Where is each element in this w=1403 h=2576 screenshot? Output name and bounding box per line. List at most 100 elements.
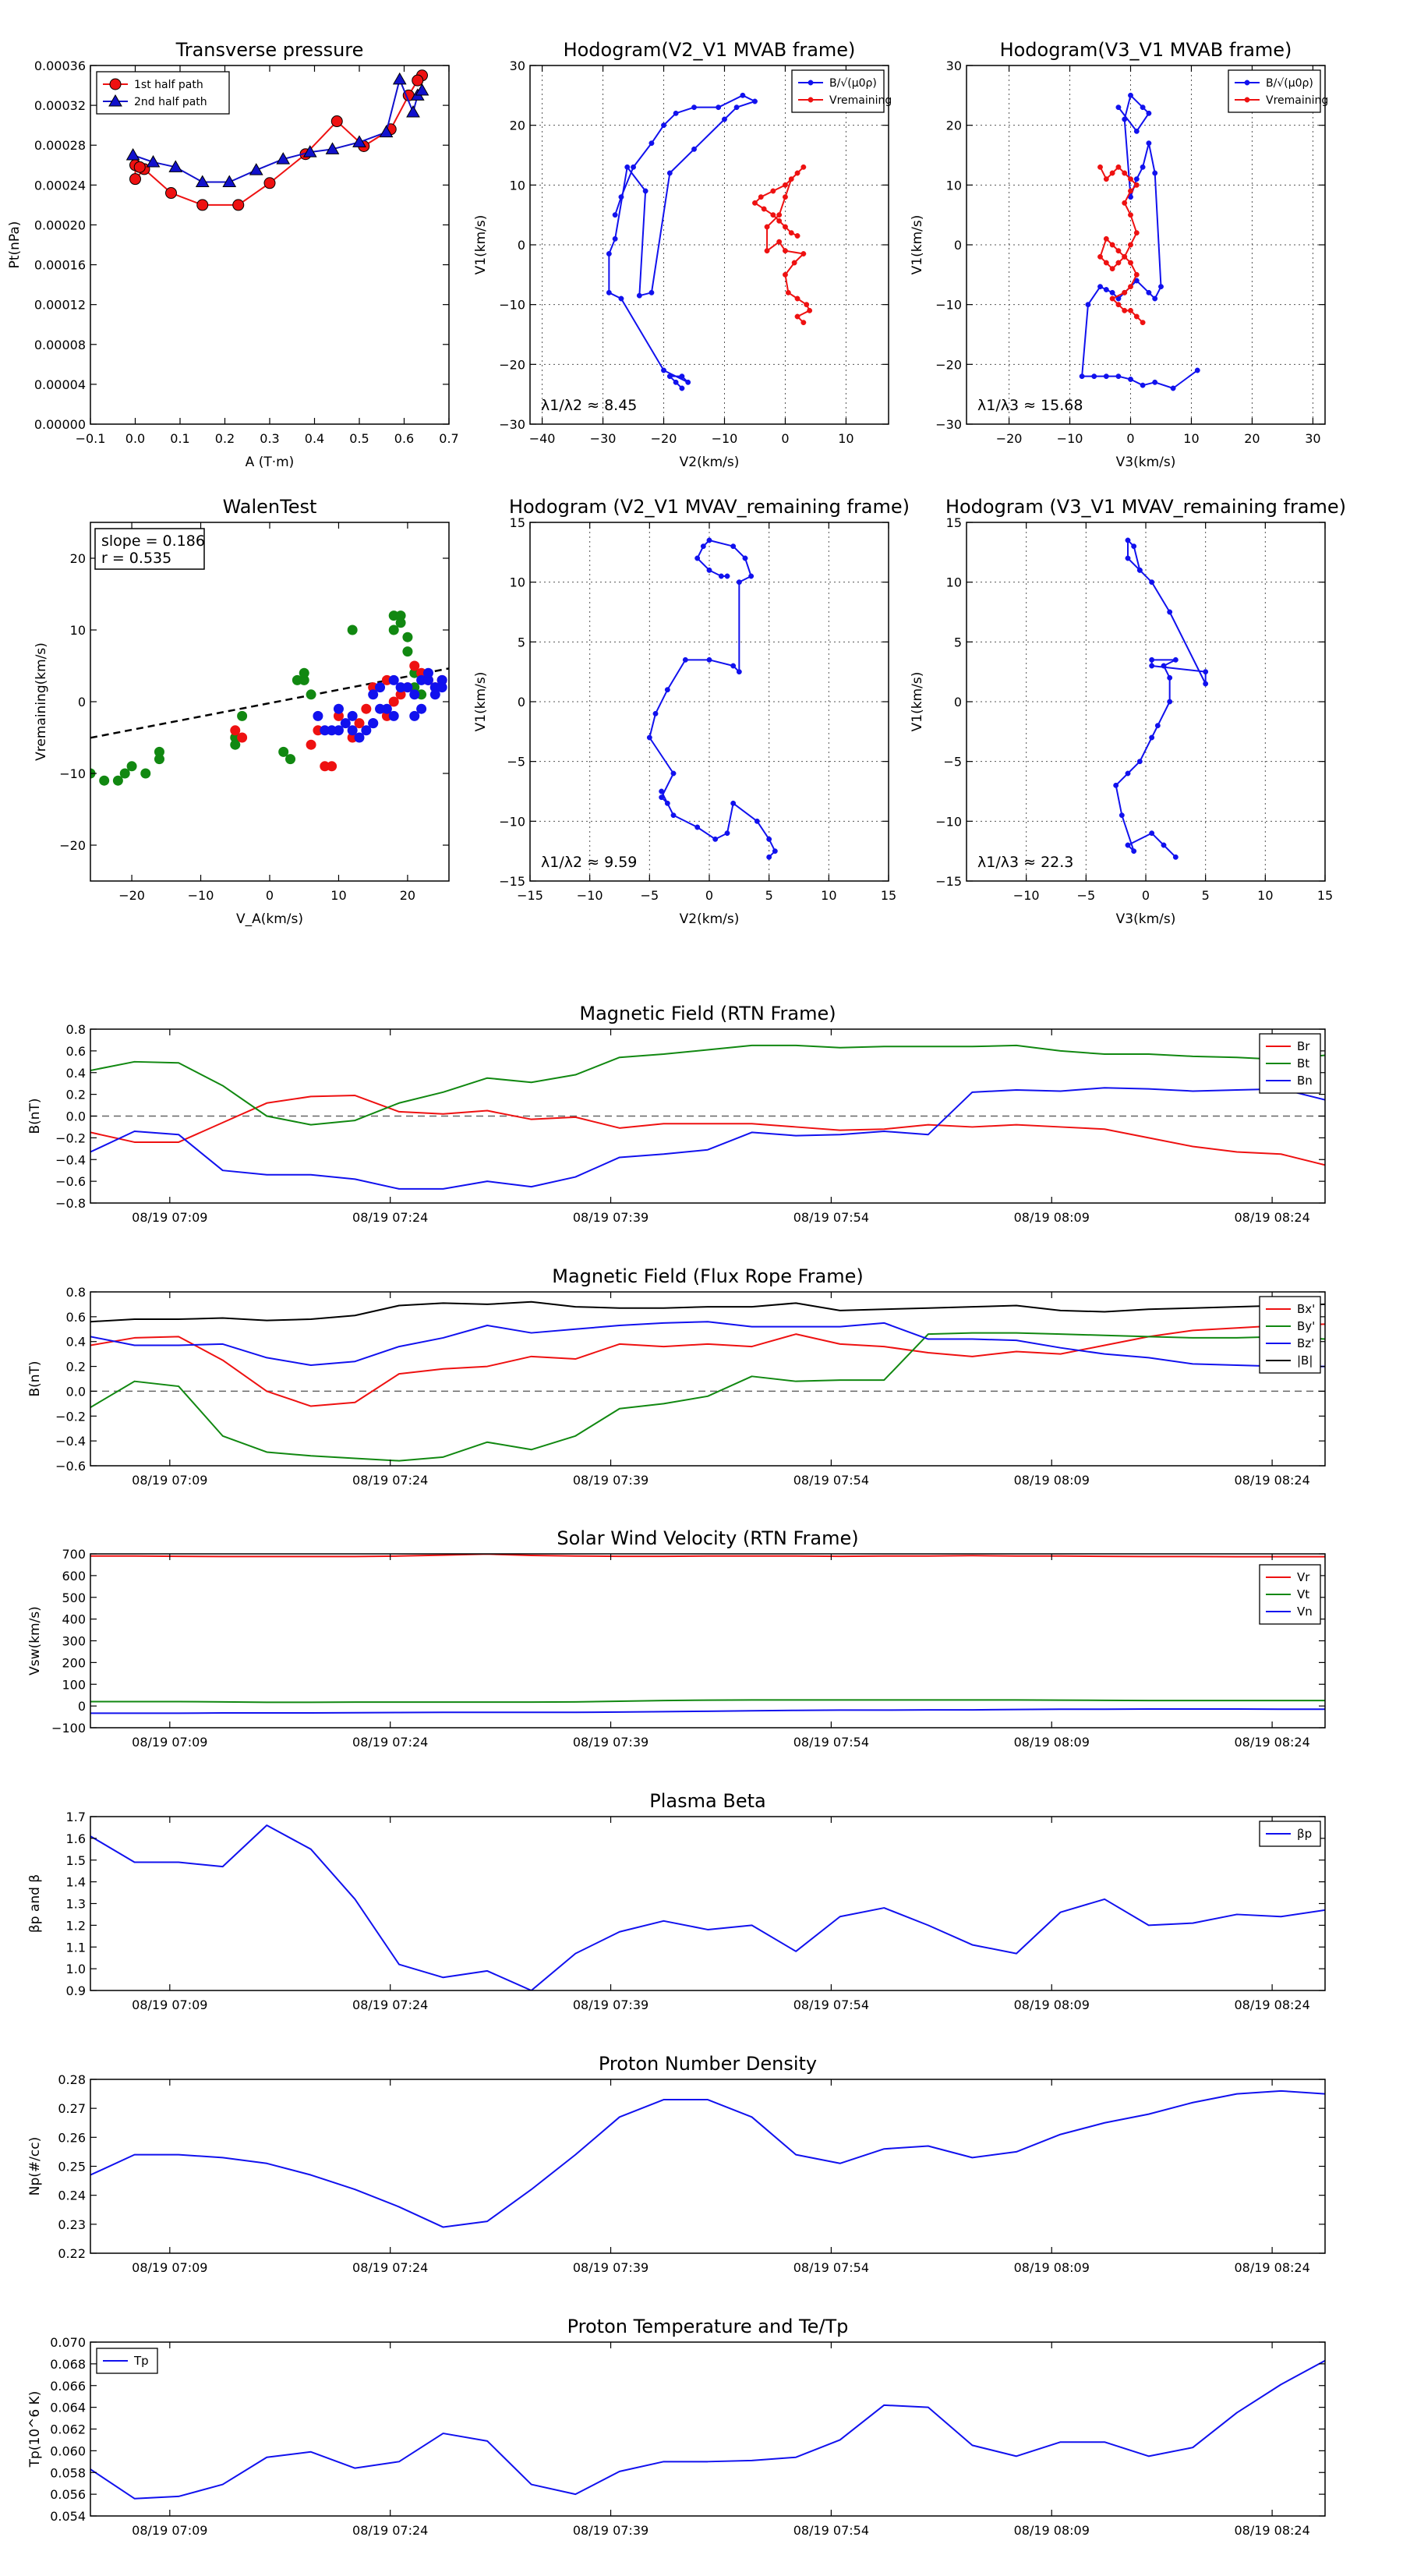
- legend: B/√(μ0ρ) Vremaining: [791, 69, 892, 113]
- x-tick-label: 08/19 07:39: [573, 2260, 648, 2275]
- data-point: [783, 271, 788, 278]
- data-point: [682, 656, 688, 663]
- x-tick-label: −40: [529, 431, 556, 446]
- series-line: [90, 1095, 1325, 1166]
- legend-box: [96, 71, 230, 115]
- x-tick-label: 0.7: [439, 431, 458, 446]
- legend: Br Bt Bn: [1259, 1033, 1321, 1094]
- x-axis-label: V3(km/s): [1116, 911, 1176, 927]
- data-point: [140, 768, 151, 779]
- legend-label: Bt: [1297, 1056, 1309, 1070]
- y-tick-label: 0.26: [58, 2130, 86, 2145]
- plot-area: [1113, 537, 1209, 860]
- data-point: [712, 836, 719, 842]
- y-tick-label: 15: [946, 515, 962, 530]
- y-tick-label: 0.24: [58, 2189, 86, 2203]
- data-point: [415, 83, 429, 96]
- x-tick-label: 08/19 08:24: [1234, 1473, 1309, 1488]
- data-point: [361, 725, 372, 736]
- x-tick-label: 08/19 07:24: [352, 2260, 428, 2275]
- data-point: [1115, 302, 1122, 308]
- data-point: [1122, 253, 1128, 260]
- data-point: [706, 567, 712, 573]
- series-line: [1115, 540, 1207, 858]
- data-point: [1125, 537, 1131, 543]
- y-tick-label: 0.9: [66, 1983, 86, 1998]
- data-point: [766, 836, 772, 842]
- y-tick-label: 0.066: [50, 2379, 86, 2394]
- chart-title: Proton Temperature and Te/Tp: [567, 2316, 849, 2337]
- data-point: [368, 718, 379, 729]
- legend-label: By': [1297, 1319, 1315, 1333]
- y-tick-label: 1.2: [66, 1918, 86, 1933]
- x-tick-label: 0.4: [305, 431, 324, 446]
- data-point: [752, 98, 758, 104]
- data-point: [333, 703, 344, 714]
- legend-marker: [1244, 97, 1250, 103]
- series-line: [90, 1044, 1325, 1126]
- y-tick-label: −0.2: [55, 1131, 86, 1145]
- x-tick-label: 08/19 07:09: [132, 2523, 207, 2538]
- y-axis-label: V1(km/s): [473, 215, 489, 275]
- legend-label: Br: [1297, 1039, 1310, 1053]
- data-point: [661, 122, 666, 129]
- x-tick-label: 08/19 08:09: [1014, 2260, 1090, 2275]
- data-point: [772, 848, 778, 855]
- y-tick-label: 15: [510, 515, 525, 530]
- data-point: [758, 194, 764, 200]
- x-tick-label: 08/19 07:54: [793, 2523, 869, 2538]
- data-point: [736, 669, 742, 675]
- x-tick-label: 0.3: [260, 431, 279, 446]
- y-tick-label: 30: [510, 58, 525, 73]
- data-point: [783, 182, 788, 188]
- y-tick-label: 0.068: [50, 2357, 86, 2372]
- data-point: [730, 543, 737, 550]
- data-point: [661, 367, 666, 373]
- y-tick-label: 0.4: [66, 1066, 86, 1081]
- y-tick-label: 0.2: [66, 1360, 86, 1375]
- data-point: [1149, 734, 1155, 741]
- data-point: [1149, 656, 1155, 663]
- data-point: [783, 224, 788, 230]
- data-point: [788, 176, 794, 182]
- y-tick-label: 0.058: [50, 2465, 86, 2480]
- data-point: [306, 689, 316, 700]
- y-axis-label: Vremaining(km/s): [34, 642, 49, 761]
- data-point: [1140, 104, 1146, 111]
- y-tick-label: 500: [62, 1591, 86, 1605]
- data-point: [740, 92, 746, 98]
- legend-label: Bn: [1297, 1074, 1313, 1088]
- x-tick-label: 10: [821, 888, 836, 903]
- chart-title: Plasma Beta: [649, 1790, 765, 1812]
- data-point: [126, 761, 137, 772]
- data-point: [754, 818, 760, 824]
- data-point: [748, 573, 755, 579]
- data-point: [1115, 248, 1122, 254]
- series-line: [90, 2089, 1325, 2228]
- plot-area: [90, 1824, 1325, 1990]
- data-point: [330, 115, 343, 128]
- data-point: [146, 154, 161, 168]
- data-point: [724, 573, 730, 579]
- series-line: [1081, 94, 1198, 389]
- series-line: [648, 540, 776, 858]
- data-point: [412, 74, 424, 87]
- x-tick-label: 15: [881, 888, 896, 903]
- y-tick-label: −10: [499, 298, 525, 313]
- plot-area: [90, 1044, 1325, 1190]
- y-tick-label: 0.2: [66, 1088, 86, 1102]
- y-tick-label: 200: [62, 1655, 86, 1670]
- data-point: [612, 235, 618, 242]
- y-tick-label: −0.2: [55, 1409, 86, 1424]
- data-point: [636, 292, 642, 299]
- data-point: [352, 135, 366, 147]
- data-point: [1125, 555, 1131, 561]
- data-point: [222, 175, 237, 187]
- data-point: [1109, 170, 1115, 176]
- data-point: [1103, 260, 1109, 266]
- data-point: [766, 854, 772, 860]
- x-tick-label: 08/19 07:09: [132, 1210, 207, 1225]
- plot-frame: [90, 1816, 1326, 1991]
- data-point: [664, 687, 670, 693]
- data-point: [1128, 176, 1133, 182]
